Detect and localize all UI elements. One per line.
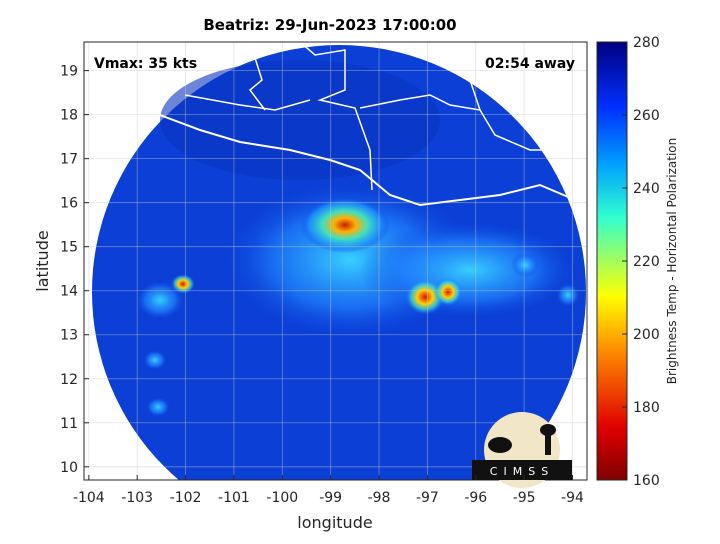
logo-text: CIMSS (490, 465, 554, 478)
y-tick-label: 13 (60, 328, 78, 344)
y-tick-label: 12 (60, 372, 78, 388)
time-away-label: 02:54 away (485, 56, 575, 72)
colorbar-tick-label: 240 (633, 181, 660, 197)
cimss-logo: CIMSS (472, 412, 572, 488)
x-tick-label: -103 (121, 490, 153, 506)
x-tick-label: -104 (73, 490, 105, 506)
plot-frame (83, 41, 588, 481)
colorbar-tick-label: 220 (633, 254, 660, 270)
colorbar-tick-label: 180 (633, 400, 660, 416)
satellite-image (84, 42, 587, 480)
y-tick-label: 10 (60, 460, 78, 476)
x-tick-label: -97 (416, 490, 439, 506)
x-tick-label: -98 (368, 490, 391, 506)
x-tick-label: -102 (170, 490, 202, 506)
x-tick-label: -96 (464, 490, 487, 506)
colorbar-tick-label: 160 (633, 473, 660, 489)
y-tick-label: 17 (60, 152, 78, 168)
x-tick-label: -95 (513, 490, 536, 506)
y-axis-label: latitude (33, 230, 52, 291)
y-tick-label: 16 (60, 196, 78, 212)
y-tick-label: 18 (60, 108, 78, 124)
colorbar-label: Brightness Temp - Horizontal Polarizatio… (665, 138, 679, 385)
colorbar-tick-label: 200 (633, 327, 660, 343)
x-tick-label: -94 (561, 490, 584, 506)
vmax-label: Vmax: 35 kts (94, 56, 197, 72)
grid (84, 42, 587, 480)
x-axis-label: longitude (297, 513, 372, 532)
y-tick-label: 14 (60, 284, 78, 300)
y-tick-label: 11 (60, 416, 78, 432)
map-title: Beatriz: 29-Jun-2023 17:00:00 (203, 16, 456, 34)
y-tick-label: 19 (60, 64, 78, 80)
colorbar-tick-label: 260 (633, 108, 660, 124)
x-tick-label: -99 (319, 490, 342, 506)
x-tick-label: -100 (266, 490, 298, 506)
x-tick-label: -101 (218, 490, 250, 506)
colorbar-tick-label: 280 (633, 35, 660, 51)
y-tick-label: 15 (60, 240, 78, 256)
